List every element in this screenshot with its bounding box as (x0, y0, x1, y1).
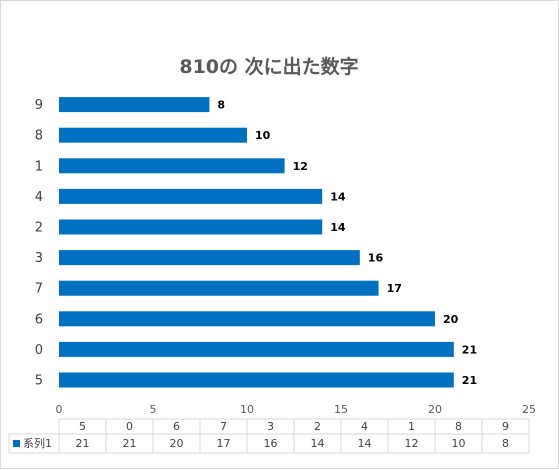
table-header-cell: 9 (502, 420, 509, 433)
table-value-cell: 14 (311, 437, 325, 450)
series-name: 系列1 (23, 436, 52, 450)
table-header-cell: 3 (267, 420, 274, 433)
data-label: 16 (368, 252, 384, 265)
x-tick-label: 25 (522, 403, 536, 416)
bar (59, 127, 247, 143)
table-header-cell: 5 (79, 420, 86, 433)
table-value-cell: 16 (264, 437, 278, 450)
data-label: 10 (255, 129, 271, 142)
data-label: 14 (330, 190, 346, 203)
table-value-cell: 8 (502, 437, 509, 450)
table-value-cell: 17 (217, 437, 231, 450)
table-value-cell: 14 (358, 437, 372, 450)
data-label: 12 (293, 160, 308, 173)
legend-key (13, 440, 20, 447)
category-label: 1 (35, 159, 43, 174)
category-label: 6 (35, 312, 43, 327)
bar (59, 311, 435, 327)
bar (59, 158, 285, 174)
table-header-cell: 6 (173, 420, 180, 433)
table-value-cell: 21 (76, 437, 90, 450)
table-header-cell: 7 (220, 420, 227, 433)
bar (59, 250, 360, 266)
x-tick-label: 15 (334, 403, 348, 416)
x-tick-label: 5 (150, 403, 157, 416)
table-value-cell: 10 (452, 437, 466, 450)
bar (59, 280, 379, 296)
table-header-cell: 1 (408, 420, 415, 433)
table-value-cell: 20 (170, 437, 184, 450)
x-tick-label: 0 (56, 403, 63, 416)
category-label: 9 (35, 98, 43, 113)
chart-title: 810の 次に出た数字 (179, 55, 358, 78)
data-label: 21 (462, 374, 477, 387)
bar (59, 97, 210, 113)
data-label: 14 (330, 221, 346, 234)
category-label: 8 (35, 129, 43, 144)
bar (59, 372, 454, 388)
category-label: 5 (35, 374, 43, 389)
bar (59, 219, 323, 235)
category-label: 7 (35, 282, 43, 297)
table-value-cell: 12 (405, 437, 419, 450)
table-header-cell: 0 (126, 420, 133, 433)
x-tick-label: 10 (240, 403, 254, 416)
table-header-cell: 4 (361, 420, 368, 433)
category-label: 3 (35, 251, 43, 266)
table-header-cell: 8 (455, 420, 462, 433)
bar (59, 188, 323, 204)
category-label: 4 (35, 190, 43, 205)
category-label: 2 (35, 221, 43, 236)
category-label: 0 (35, 343, 43, 358)
data-label: 21 (462, 343, 477, 356)
data-table: 系列1 5 21 0 21 6 20 7 17 3 16 2 14 4 14 1 12 8 10 9 8 (8, 418, 530, 454)
table-value-cell: 21 (123, 437, 137, 450)
bar (59, 341, 454, 357)
data-label: 17 (387, 282, 402, 295)
x-tick-label: 20 (428, 403, 442, 416)
plot-area: 5 21 0 21 6 20 7 17 3 16 2 14 4 14 1 12 8 10 9 8 (35, 97, 477, 389)
x-axis: 0 5 10 15 20 25 (56, 403, 537, 416)
data-label: 20 (443, 313, 459, 326)
table-header-cell: 2 (314, 420, 321, 433)
data-label: 8 (217, 99, 225, 112)
